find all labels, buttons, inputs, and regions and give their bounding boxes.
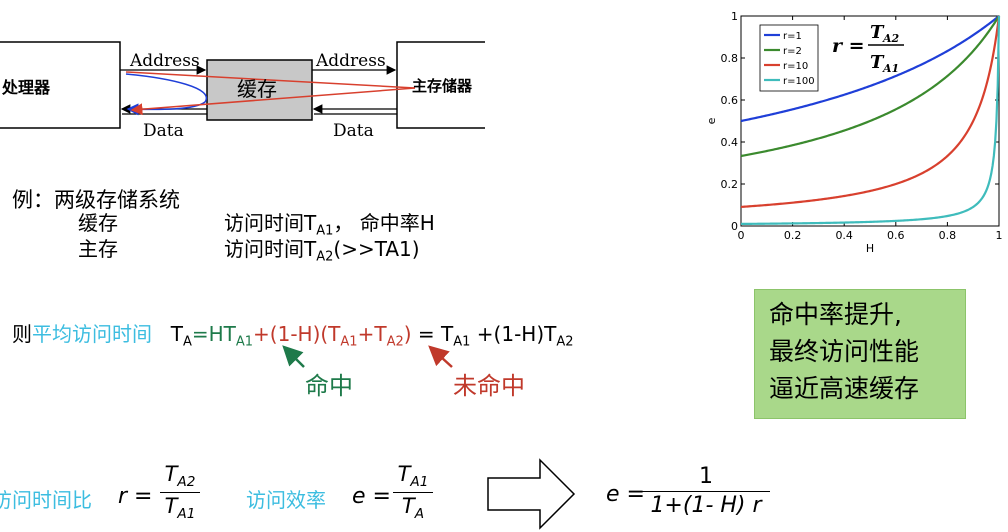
legend-label-3: r=100 [783,76,815,87]
ratio-fraction: TA2 TA1 [160,464,200,522]
y-tick-label-2: 0.4 [721,136,739,149]
avg-ta: T [170,322,183,346]
address-label-1: Address [129,51,200,71]
series-line-r-2 [740,15,1000,158]
example-main-label: 主存 [78,237,118,261]
avg-eq-sub: A1 [453,334,471,350]
cache-label: 缓存 [237,77,277,101]
avg-tail-sub: A2 [556,334,574,350]
callout-box: 命中率提升, 最终访问性能 逼近高速缓存 [754,289,966,419]
hit-path [125,73,208,116]
series-line-r-1 [740,15,1000,123]
example-cache-desc: 访问时间TA1， 命中率H [224,210,435,245]
main-memory-box [396,41,485,129]
efficiency-chart: 0 0.2 0.4 0.6 0.8 1 0 0.2 0.4 0.6 0.8 1 He r=1 r=2 r=10… [705,10,1003,255]
cache-box [206,59,313,121]
result-fraction: 1 1+(1- H) r [642,466,770,517]
chart-formula-den-sub: A1 [882,62,899,75]
example-main-row: 主存 [78,236,118,262]
avg-miss-term: +(1-H)(TA1+TA2) [253,322,412,350]
main-memory-label: 主存储器 [412,77,473,95]
efficiency-label: 访问效率 [246,488,326,512]
miss-label: 未命中 [453,372,525,400]
example-title: 例：两级存储系统 [12,188,180,212]
example-cache-label: 缓存 [78,211,118,235]
avg-hit-term: =HTA1 [191,322,254,350]
address-label-2: Address [315,51,386,71]
implies-arrow-icon [487,458,576,530]
callout-line-1: 命中率提升, [769,300,902,329]
x-tick-label-2: 0.4 [835,229,853,242]
x-axis-label: H [866,242,874,255]
memory-hierarchy-diagram: Address Address Data Data 处理器 缓存 主存储器 [0,41,485,140]
y-axis-label: e [705,117,718,124]
chart-formula-r: r = [832,35,865,57]
example-cache-hit: ， 命中率H [333,211,435,235]
y-tick-label-1: 0.2 [721,178,739,191]
avg-label: 平均访问时间 [32,322,152,346]
callout-line-3: 逼近高速缓存 [769,374,920,403]
legend-label-1: r=2 [783,46,802,57]
avg-tail: +(1-H)T [470,322,557,346]
example-cache-sub: A1 [316,223,334,239]
miss-arrow [428,345,453,368]
example-main-rest: (>>TA1) [333,237,420,261]
data-label-2: Data [333,121,374,140]
example-cache-time: 访问时间T [224,211,317,235]
chart-formula-den: T [870,52,885,73]
x-tick-label-3: 0.6 [887,229,905,242]
y-tick-label-5: 1 [731,10,738,23]
example-main-sub: A2 [316,249,334,265]
processor-label: 处理器 [1,78,51,97]
miss-path-back [130,87,416,116]
ratio-eq: r = [118,484,153,509]
avg-ta-sub: A [182,334,192,350]
miss-path-out [125,71,416,89]
example-main-time: 访问时间T [224,237,317,261]
ratio-label: 访问时间比 [0,488,92,512]
example-cache-row: 缓存 [78,210,118,236]
legend-label-0: r=1 [783,31,802,42]
avg-access-formula: 则平均访问时间 TA=HTA1+(1-H)(TA1+TA2) = TA1 +(1… [12,318,574,350]
chart-formula-num: T [870,22,885,43]
y-tick-label-4: 0.8 [721,52,739,65]
efficiency-fraction: TA1 TA [393,464,433,522]
legend-label-2: r=10 [783,61,808,72]
avg-then: 则 [12,322,32,346]
hit-arrow [282,345,305,368]
hit-label: 命中 [305,372,353,400]
series-line-r-100 [740,15,1001,226]
x-tick-label-5: 1 [996,229,1003,242]
x-tick-label-4: 0.8 [939,229,957,242]
series-line-r-10 [740,15,1001,209]
x-tick-label-0: 0 [738,229,745,242]
avg-eq: = T [411,322,454,346]
chart-formula-num-sub: A2 [882,32,900,45]
data-label-1: Data [143,121,184,140]
x-tick-label-1: 0.2 [784,229,802,242]
example-main-desc: 访问时间TA2(>>TA1) [224,236,420,271]
efficiency-eq: e = [352,484,391,509]
result-eq: e = [606,482,645,507]
y-tick-label-3: 0.6 [721,94,739,107]
processor-box [0,41,121,129]
callout-line-2: 最终访问性能 [769,337,920,366]
y-tick-label-0: 0 [731,220,738,233]
hit-miss-arrows [282,345,453,368]
